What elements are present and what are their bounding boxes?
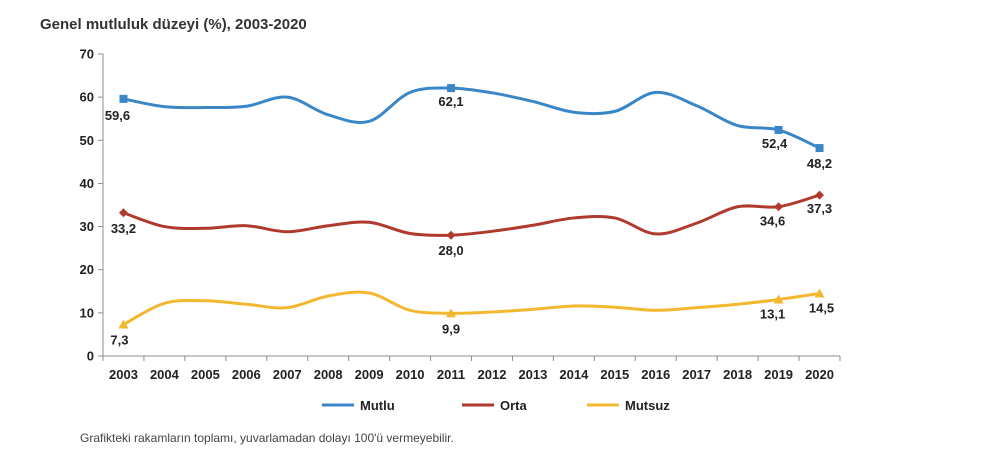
legend-label: Mutsuz bbox=[625, 398, 670, 413]
y-tick-label: 20 bbox=[80, 262, 94, 277]
x-tick-label: 2008 bbox=[314, 367, 343, 382]
x-tick-label: 2016 bbox=[641, 367, 670, 382]
data-point-marker bbox=[118, 208, 128, 218]
x-tick-label: 2013 bbox=[518, 367, 547, 382]
data-point-marker bbox=[446, 308, 457, 318]
x-tick-label: 2006 bbox=[232, 367, 261, 382]
x-axis-ticks: 2003 2004 2005 2006 2007 2008 2009 2010 2011 2012… bbox=[102, 356, 841, 382]
series-line-orta bbox=[122, 193, 820, 237]
data-point-marker bbox=[815, 190, 825, 200]
data-point-marker bbox=[815, 144, 824, 153]
data-label: 59,6 bbox=[105, 108, 130, 123]
x-tick-label: 2012 bbox=[478, 367, 507, 382]
series-line-mutsuz bbox=[122, 290, 820, 326]
x-tick-label: 2019 bbox=[764, 367, 793, 382]
data-label: 9,9 bbox=[442, 321, 460, 336]
data-point-marker bbox=[119, 94, 128, 103]
data-label: 37,3 bbox=[807, 201, 832, 216]
y-tick-label: 30 bbox=[80, 219, 94, 234]
x-tick-label: 2007 bbox=[273, 367, 302, 382]
data-label: 13,1 bbox=[760, 306, 785, 321]
x-tick-label: 2010 bbox=[396, 367, 425, 382]
data-point-marker bbox=[773, 294, 784, 304]
series-line-mutlu bbox=[123, 86, 821, 150]
x-tick-label: 2011 bbox=[437, 367, 465, 382]
data-label: 62,1 bbox=[438, 94, 463, 109]
chart-axes bbox=[102, 54, 840, 357]
data-label: 33,2 bbox=[111, 221, 136, 236]
data-point-marker bbox=[774, 125, 783, 134]
y-tick-label: 60 bbox=[80, 90, 94, 105]
y-axis-ticks: 0 10 20 30 40 50 60 70 bbox=[80, 47, 103, 364]
data-label: 7,3 bbox=[110, 333, 128, 348]
data-point-marker bbox=[118, 319, 129, 329]
data-label: 14,5 bbox=[809, 300, 834, 315]
series-markers bbox=[118, 84, 825, 329]
y-tick-label: 50 bbox=[80, 133, 94, 148]
data-point-marker bbox=[446, 230, 456, 240]
data-label: 34,6 bbox=[760, 214, 785, 229]
data-label: 52,4 bbox=[762, 136, 788, 151]
data-point-marker bbox=[814, 288, 825, 298]
data-point-marker bbox=[774, 202, 784, 212]
x-tick-label: 2005 bbox=[191, 367, 220, 382]
x-tick-label: 2003 bbox=[109, 367, 138, 382]
series-lines bbox=[122, 86, 821, 326]
data-labels: 59,6 62,1 52,4 48,2 33,2 28,0 34,6 37,3 7,3 9,9 13… bbox=[105, 94, 834, 347]
x-tick-label: 2014 bbox=[559, 367, 589, 382]
chart-legend: Mutlu Orta Mutsuz bbox=[322, 398, 670, 413]
y-tick-label: 40 bbox=[80, 176, 94, 191]
chart-footnote: Grafikteki rakamların toplamı, yuvarlama… bbox=[80, 431, 454, 445]
legend-label: Mutlu bbox=[360, 398, 395, 413]
data-label: 48,2 bbox=[807, 156, 832, 171]
legend-label: Orta bbox=[500, 398, 528, 413]
chart-title: Genel mutluluk düzeyi (%), 2003-2020 bbox=[40, 16, 307, 33]
x-tick-label: 2018 bbox=[723, 367, 752, 382]
x-tick-label: 2015 bbox=[600, 367, 629, 382]
x-tick-label: 2004 bbox=[150, 367, 180, 382]
y-tick-label: 10 bbox=[80, 305, 94, 320]
data-point-marker bbox=[447, 84, 456, 93]
y-tick-label: 70 bbox=[80, 47, 94, 62]
x-tick-label: 2009 bbox=[355, 367, 384, 382]
data-label: 28,0 bbox=[438, 243, 463, 258]
y-tick-label: 0 bbox=[87, 349, 94, 364]
x-tick-label: 2017 bbox=[682, 367, 711, 382]
x-tick-label: 2020 bbox=[805, 367, 834, 382]
